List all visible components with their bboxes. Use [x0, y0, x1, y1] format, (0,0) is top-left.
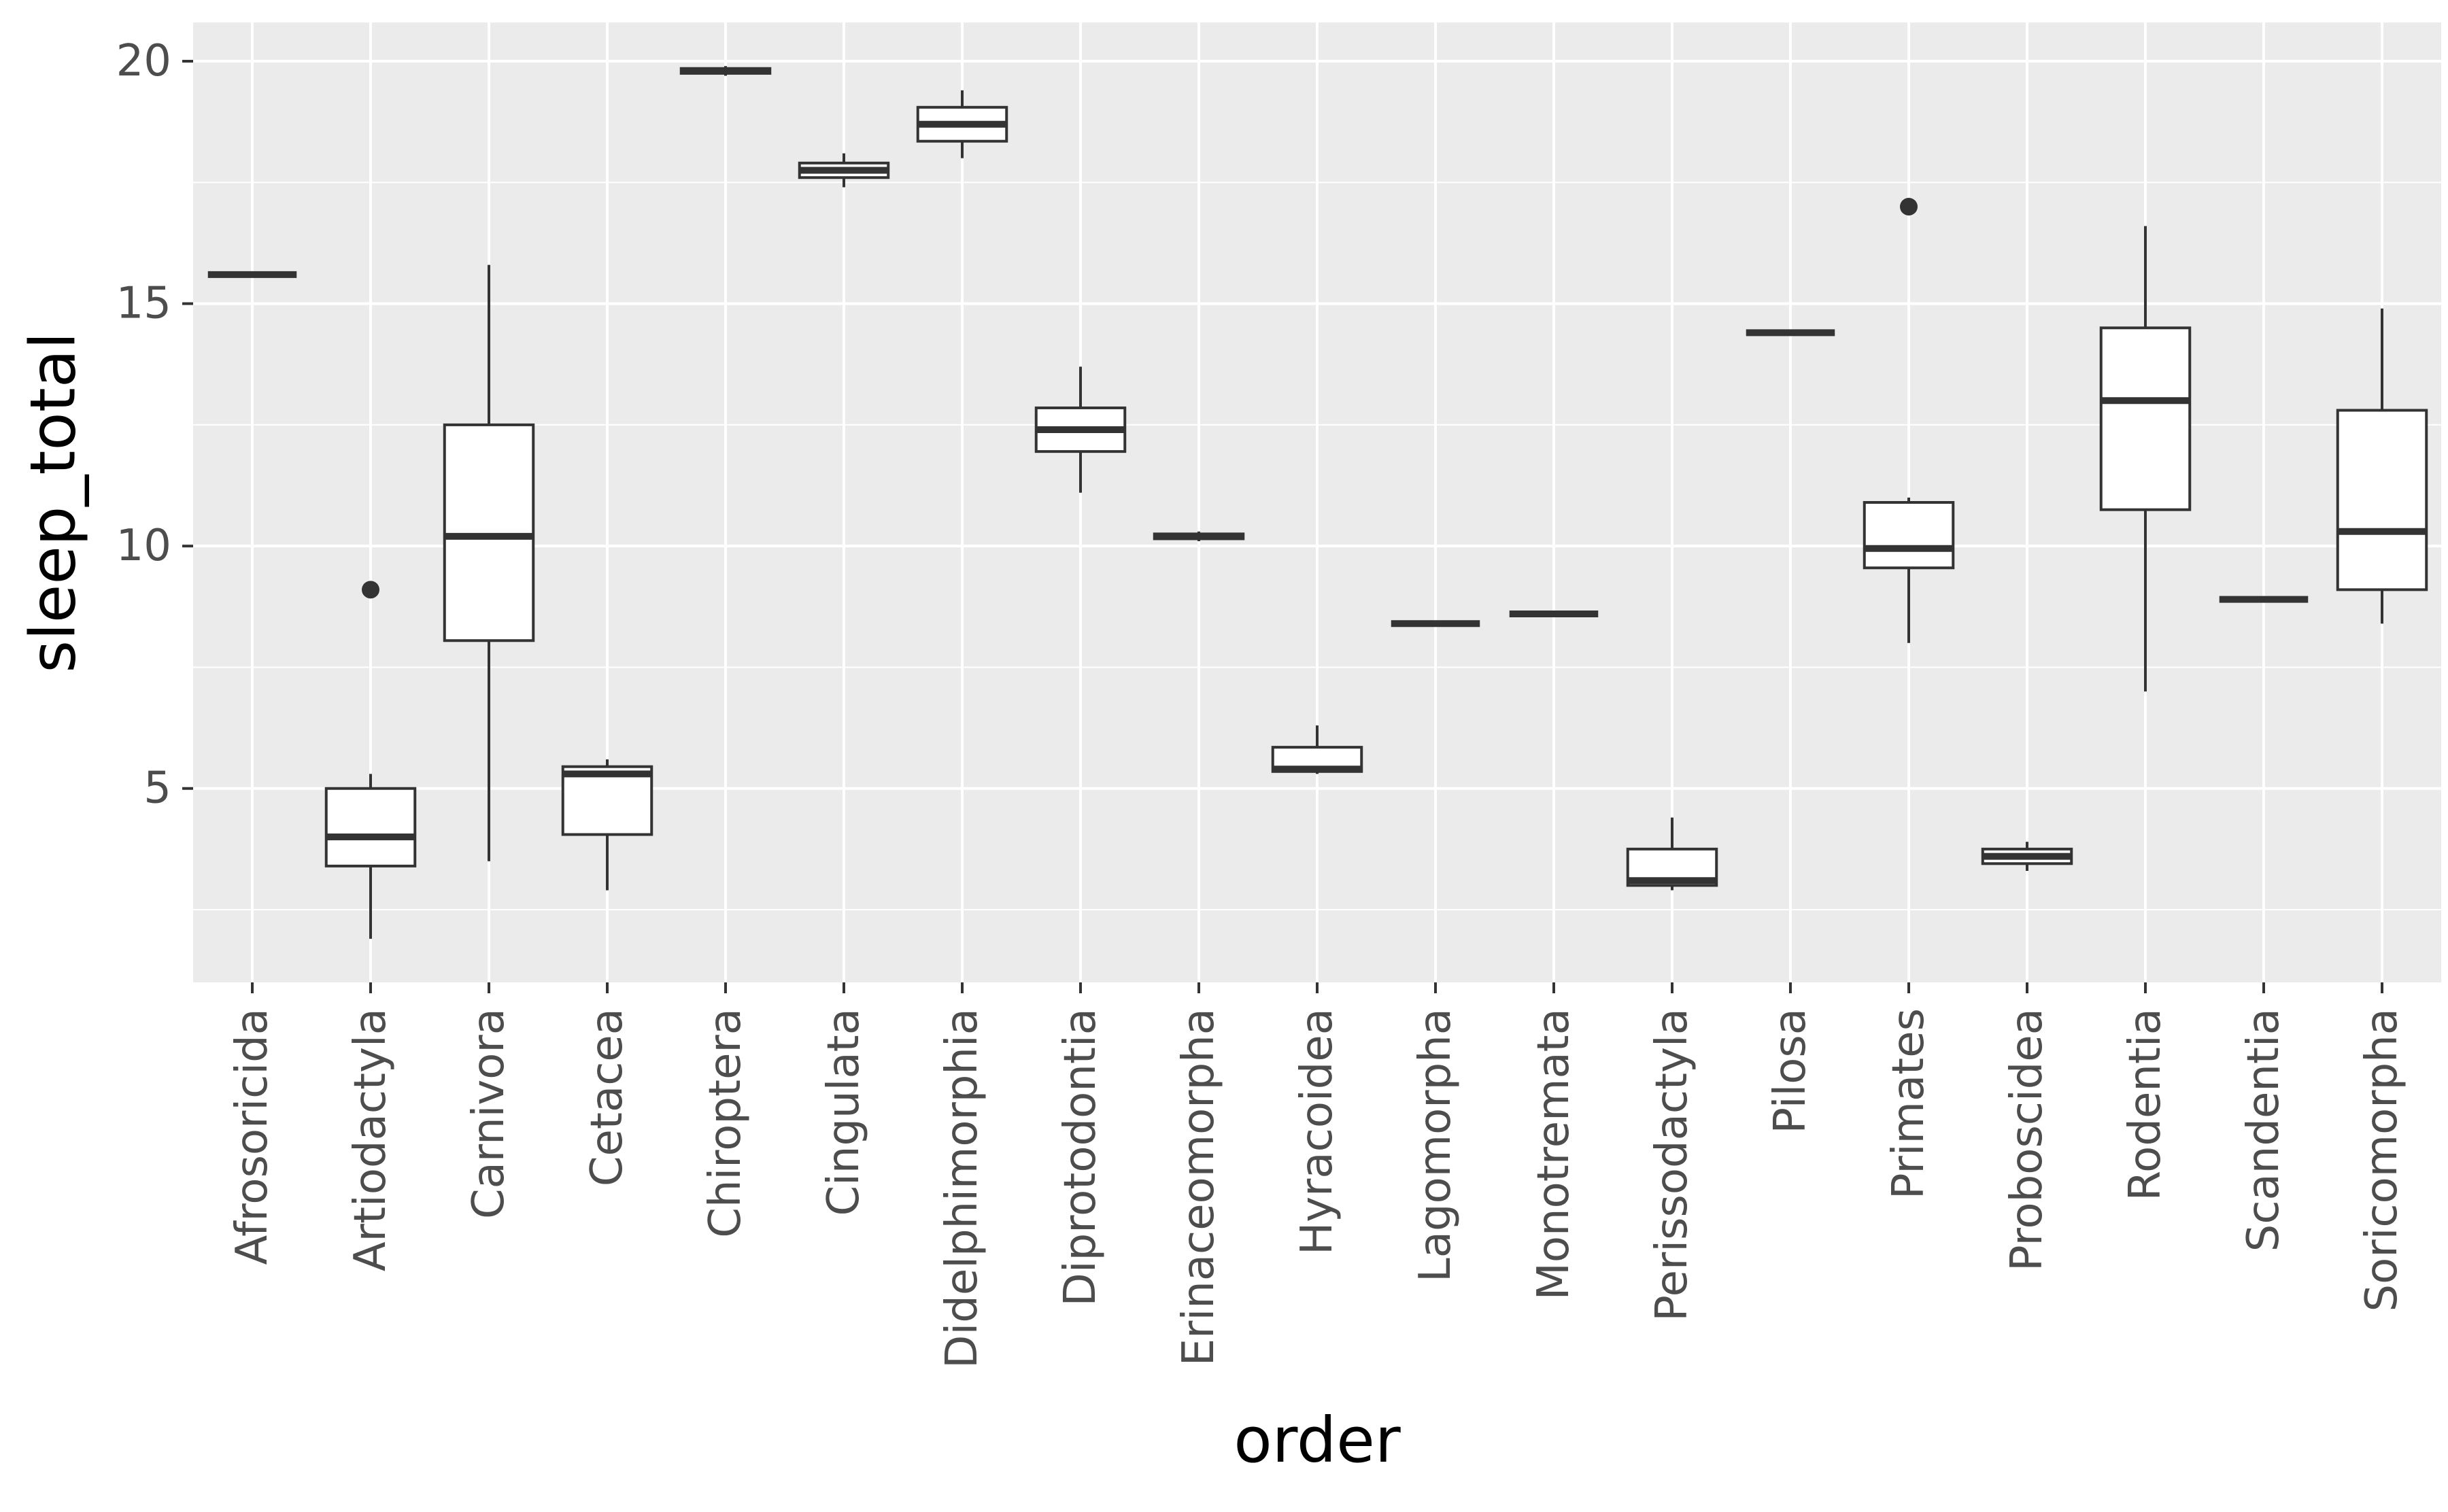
- y-tick-label: 10: [116, 521, 171, 571]
- x-tick-label: Didelphimorphia: [937, 1008, 987, 1369]
- boxplot-diprotodontia: [1034, 366, 1127, 493]
- y-axis-title: sleep_total: [17, 332, 90, 672]
- x-tick-label: Primates: [1884, 1008, 1934, 1199]
- box-iqr: [324, 787, 417, 867]
- x-tick-label: Monotremata: [1529, 1008, 1579, 1300]
- boxplot-cetacea: [561, 759, 653, 891]
- box-iqr: [561, 765, 653, 836]
- boxplot-artiodactyla: [324, 581, 417, 939]
- box-iqr: [1863, 501, 1955, 570]
- x-tick-label: Rodentia: [2120, 1008, 2171, 1201]
- x-tick-label: Diprotodontia: [1055, 1008, 1106, 1306]
- boxplot-rodentia: [2099, 226, 2192, 692]
- y-tick-label: 15: [116, 279, 171, 329]
- y-tick-label: 5: [143, 763, 171, 814]
- x-axis-title: order: [1234, 1404, 1400, 1477]
- box-iqr: [443, 423, 535, 642]
- boxplot-hyracoidea: [1271, 725, 1363, 774]
- x-tick-label: Soricomorpha: [2357, 1008, 2407, 1311]
- boxplot-primates: [1863, 197, 1955, 643]
- box-iqr: [2336, 409, 2428, 591]
- x-tick-label: Chiroptera: [700, 1008, 751, 1238]
- y-tick-label: 20: [116, 36, 171, 86]
- outlier-point: [1900, 197, 1918, 216]
- outlier-point: [362, 581, 379, 599]
- boxplot-carnivora: [443, 264, 535, 861]
- boxplot-soricomorpha: [2336, 308, 2428, 624]
- x-tick-label: Proboscidea: [2002, 1008, 2052, 1271]
- x-tick-label: Cetacea: [582, 1008, 632, 1186]
- boxplot-cingulata: [798, 153, 890, 188]
- x-tick-label: Pilosa: [1765, 1008, 1816, 1133]
- boxplot-chiroptera: [679, 66, 772, 76]
- x-tick-label: Scandentia: [2239, 1008, 2289, 1252]
- boxplot-didelphimorphia: [916, 90, 1008, 158]
- x-tick-label: Erinaceomorpha: [1174, 1008, 1224, 1366]
- boxplot-perissodactyla: [1626, 817, 1718, 891]
- x-tick-label: Cingulata: [819, 1008, 869, 1216]
- box-iqr: [2099, 326, 2192, 511]
- x-tick-label: Lagomorpha: [1410, 1008, 1461, 1282]
- boxplot-erinaceomorpha: [1153, 531, 1245, 542]
- x-tick-label: Perissodactyla: [1647, 1008, 1697, 1322]
- x-tick-label: Hyracoidea: [1292, 1008, 1342, 1255]
- boxplot-proboscidea: [1981, 842, 2073, 871]
- x-tick-label: Afrosoricida: [227, 1008, 277, 1265]
- x-tick-label: Carnivora: [464, 1008, 514, 1219]
- x-tick-label: Artiodactyla: [345, 1008, 396, 1271]
